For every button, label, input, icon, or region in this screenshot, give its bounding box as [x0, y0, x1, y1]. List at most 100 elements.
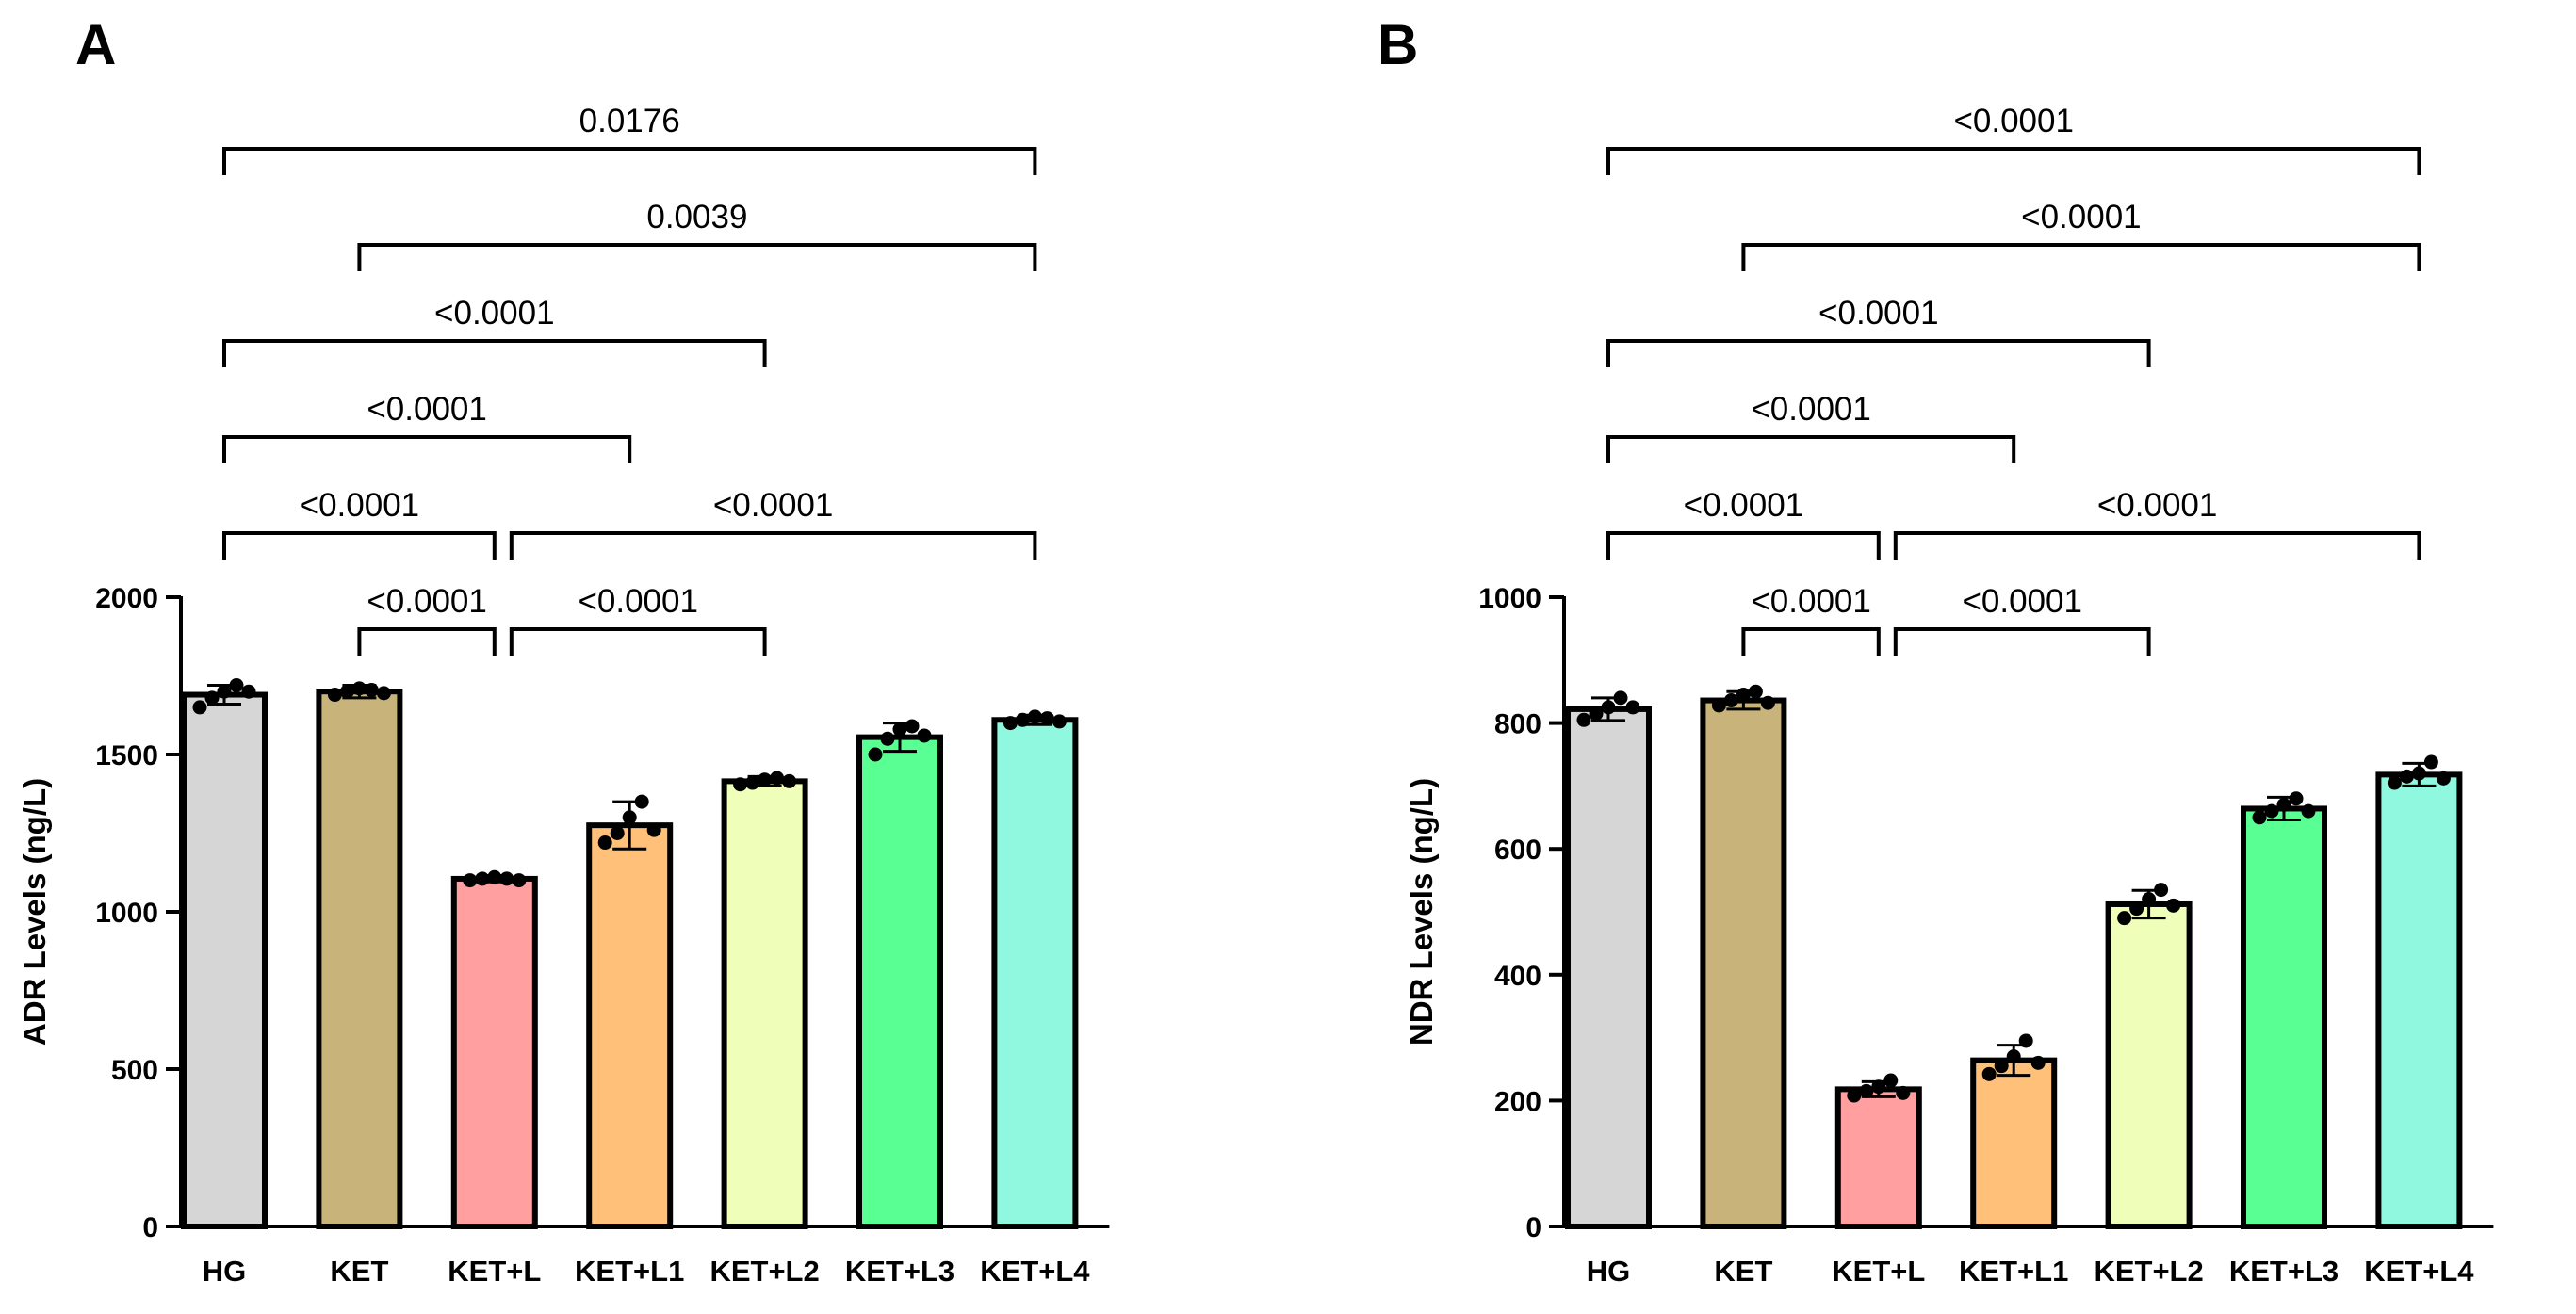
- data-point-ket: [1723, 693, 1738, 708]
- data-point-ket-l: [463, 873, 478, 888]
- data-point-ket-l3: [905, 719, 920, 734]
- category-label-ket-l4: KET+L4: [980, 1255, 1090, 1288]
- p-value-label: <0.0001: [1751, 583, 1871, 620]
- y-tick-label: 1000: [95, 898, 158, 929]
- significance-bracket: [222, 147, 1037, 175]
- data-point-ket: [351, 681, 367, 696]
- data-point-ket-l4: [2387, 775, 2402, 790]
- category-label-ket-l3: KET+L3: [845, 1255, 954, 1288]
- bar-ket-l4: [991, 717, 1079, 1229]
- category-label-ket-l: KET+L: [448, 1255, 541, 1288]
- data-point-ket-l1: [2018, 1033, 2033, 1048]
- data-point-ket-l2: [2117, 911, 2132, 926]
- data-point-ket-l1: [634, 794, 649, 809]
- category-label-ket: KET: [1714, 1255, 1772, 1288]
- p-value-label: <0.0001: [1962, 583, 2082, 620]
- bar-hg: [1565, 706, 1652, 1229]
- data-point-ket: [1711, 698, 1726, 713]
- y-tick-label: 500: [111, 1055, 158, 1086]
- data-point-hg: [1625, 700, 1640, 715]
- panel-letter: B: [1378, 13, 1418, 76]
- bar-ket-l3: [2241, 805, 2327, 1229]
- data-point-ket-l1: [2006, 1049, 2021, 1064]
- data-point-ket-l3: [2252, 810, 2267, 825]
- significance-bracket: [222, 435, 632, 463]
- data-point-ket-l4: [1052, 714, 1067, 729]
- bar-ket-l3: [856, 734, 943, 1229]
- data-point-ket-l2: [770, 771, 785, 786]
- data-point-ket-l4: [2411, 766, 2426, 781]
- bar-ket-l2: [721, 778, 808, 1229]
- y-tick-label: 400: [1494, 961, 1541, 992]
- p-value-label: <0.0001: [578, 583, 698, 620]
- data-point-hg: [1576, 712, 1591, 727]
- data-point-ket-l2: [745, 775, 760, 790]
- p-value-label: 0.0176: [579, 103, 680, 139]
- data-point-ket-l: [499, 871, 514, 886]
- data-point-ket-l1: [646, 822, 661, 837]
- p-value-label: <0.0001: [713, 487, 834, 524]
- data-point-ket-l4: [2399, 769, 2414, 784]
- p-value-label: <0.0001: [1751, 391, 1871, 428]
- data-point-ket-l: [1847, 1088, 1862, 1103]
- data-point-ket: [1736, 688, 1751, 703]
- significance-bracket: [357, 627, 497, 656]
- data-point-ket-l1: [2030, 1055, 2046, 1070]
- data-point-ket-l4: [1003, 716, 1018, 731]
- category-label-ket-l2: KET+L2: [2094, 1255, 2203, 1288]
- data-point-ket: [364, 683, 379, 698]
- p-value-label: <0.0001: [434, 295, 555, 332]
- data-point-hg: [1613, 690, 1628, 706]
- bar-ket: [1700, 697, 1787, 1229]
- p-value-label: <0.0001: [2097, 487, 2218, 524]
- significance-bracket: [1606, 531, 1881, 560]
- significance-bracket: [509, 627, 767, 656]
- data-point-ket: [376, 686, 391, 701]
- p-value-label: <0.0001: [2021, 199, 2142, 235]
- significance-bracket: [1893, 627, 2151, 656]
- significance-bracket: [1606, 435, 2016, 463]
- y-tick-label: 600: [1494, 835, 1541, 866]
- data-point-ket-l4: [1027, 709, 1042, 724]
- p-value-label: <0.0001: [300, 487, 420, 524]
- p-value-label: 0.0039: [646, 199, 747, 235]
- category-label-ket-l2: KET+L2: [709, 1255, 819, 1288]
- bar-ket-l1: [586, 822, 674, 1230]
- data-point-ket-l2: [2166, 898, 2181, 913]
- category-label-hg: HG: [203, 1255, 247, 1288]
- data-point-hg: [217, 684, 232, 699]
- data-point-ket: [339, 684, 354, 699]
- significance-bracket: [509, 531, 1037, 560]
- category-label-ket: KET: [330, 1255, 388, 1288]
- significance-bracket: [1741, 627, 1881, 656]
- data-point-ket-l2: [733, 777, 748, 792]
- data-point-ket-l1: [1994, 1059, 2009, 1074]
- y-tick-label: 800: [1494, 709, 1541, 740]
- bar-ket-l2: [2105, 900, 2193, 1229]
- panel-letter: A: [75, 13, 116, 76]
- significance-bracket: [1606, 339, 2151, 367]
- y-tick-label: 1500: [95, 740, 158, 771]
- panel-b: B 0 200 400 600 800 1000 NDR Levels (ng/L) HG KET…: [1378, 13, 2494, 1288]
- bar-ket-l1: [1970, 1057, 2058, 1229]
- y-tick-label: 200: [1494, 1086, 1541, 1117]
- data-point-ket-l3: [2264, 803, 2279, 819]
- data-point-ket-l2: [2154, 883, 2169, 898]
- y-tick-label: 2000: [95, 583, 158, 614]
- p-value-label: <0.0001: [1684, 487, 1804, 524]
- data-point-ket-l4: [1039, 711, 1054, 726]
- data-point-ket-l: [1896, 1085, 1911, 1100]
- data-point-ket: [327, 688, 342, 703]
- data-point-ket-l2: [782, 773, 797, 788]
- significance-bracket: [1741, 243, 2421, 271]
- category-label-ket-l1: KET+L1: [575, 1255, 684, 1288]
- data-point-hg: [192, 700, 207, 715]
- data-point-ket-l4: [1015, 712, 1030, 727]
- p-value-label: <0.0001: [367, 583, 487, 620]
- data-point-ket-l1: [1981, 1066, 1997, 1081]
- y-tick-label: 0: [1525, 1212, 1541, 1243]
- category-label-ket-l1: KET+L1: [1959, 1255, 2068, 1288]
- bar-ket-l: [450, 875, 538, 1229]
